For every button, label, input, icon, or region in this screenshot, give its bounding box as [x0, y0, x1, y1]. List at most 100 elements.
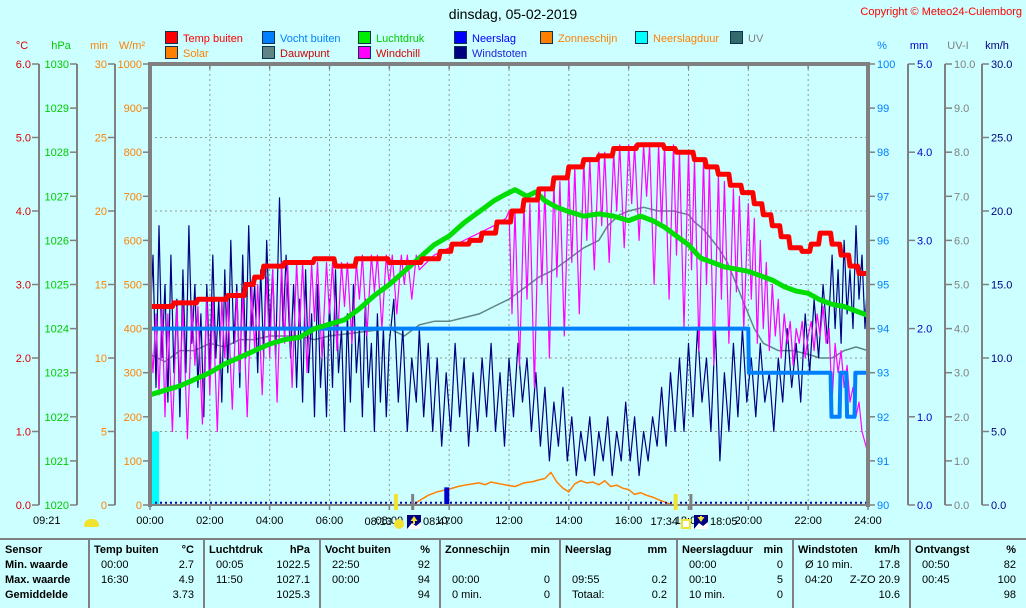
table-header-unit: min: [763, 544, 783, 556]
axis-label: 9.0: [954, 103, 969, 115]
x-axis-label: 06:00: [316, 515, 344, 527]
axis-label: W/m²: [119, 40, 146, 52]
table-cell-value: 10.6: [878, 589, 900, 601]
axis-label: °C: [16, 40, 28, 52]
axis-label: 93: [877, 368, 889, 380]
axis-label: 6.0: [954, 235, 969, 247]
page-title: dinsdag, 05-02-2019: [448, 6, 578, 22]
table-divider: [559, 540, 561, 608]
table-cell-time: 00:50: [922, 559, 950, 571]
table-cell-time: 00:00: [452, 574, 480, 586]
legend-label: Neerslagduur: [653, 33, 720, 45]
axis-label: 3.0: [954, 368, 969, 380]
table-cell-value: 3.73: [172, 589, 194, 601]
series-neerslag-bar: [444, 487, 450, 505]
table-divider: [792, 540, 794, 608]
table-header-unit: %: [1006, 544, 1016, 556]
axis-label: 91: [877, 456, 889, 468]
series-vocht-buiten: [150, 326, 868, 419]
table-cell-value: 92: [417, 559, 430, 571]
legend-label: Vocht buiten: [280, 33, 341, 45]
table-cell-value: 4.9: [178, 574, 194, 586]
legend-item-solar: Solar: [165, 46, 209, 60]
x-axis-label: 20:00: [735, 515, 763, 527]
axis-label: 20.0: [991, 206, 1012, 218]
x-axis-label: 02:00: [196, 515, 224, 527]
dusk-time: 18:05: [710, 516, 738, 528]
axis-label: 1.0: [954, 456, 969, 468]
table-cell-time: 04:20: [805, 574, 833, 586]
legend-swatch-icon: [635, 31, 648, 44]
axis-label: 10: [95, 353, 107, 365]
series-luchtdruk: [149, 187, 869, 398]
table-cell-value: 0: [776, 559, 783, 571]
table-cell-value: 100: [997, 574, 1016, 586]
x-axis-label: 04:00: [256, 515, 284, 527]
sun-icon: [394, 519, 404, 529]
table-cell-value: 1025.3: [276, 589, 310, 601]
table-cell-value: 1027.1: [276, 574, 310, 586]
table-divider: [88, 540, 90, 608]
axis-label: 200: [124, 412, 142, 424]
axis-label: 15: [95, 280, 107, 292]
axis-label: 30.0: [991, 59, 1012, 71]
axis-label: 94: [877, 324, 889, 336]
legend-label: Windchill: [376, 48, 421, 60]
axis-label: 0.0: [16, 500, 31, 512]
table-cell-time: 11:50: [216, 574, 243, 586]
legend-item-windstoten: Windstoten: [454, 46, 527, 60]
table-cell-value: Z-ZO 20.9: [849, 574, 900, 586]
table-cell-time: 00:45: [922, 574, 950, 586]
axis-label: 15.0: [991, 280, 1012, 292]
axis-label: 0.0: [991, 500, 1006, 512]
axis-label: 3.0: [917, 235, 932, 247]
axis-label: 7.0: [954, 191, 969, 203]
table-cell-value: 0.2: [651, 589, 667, 601]
axis-label: 1027: [45, 191, 69, 203]
axis-label: 500: [124, 280, 142, 292]
axis-label: 5.0: [16, 133, 31, 145]
table-divider: [909, 540, 911, 608]
axis-label: %: [877, 40, 887, 52]
table-divider: [439, 540, 441, 608]
x-axis-label: 22:00: [794, 515, 822, 527]
table-cell-value: 17.8: [878, 559, 900, 571]
legend-item-temp-buiten: Temp buiten: [165, 31, 243, 45]
table-cell-time: Totaal:: [572, 589, 605, 601]
axis-label: 1.0: [917, 412, 932, 424]
axis-label: 4.0: [954, 324, 969, 336]
axis-label: hPa: [51, 40, 71, 52]
legend-swatch-icon: [454, 46, 467, 59]
copyright-text: Copyright © Meteo24-Culemborg: [860, 6, 1022, 18]
axis-label: km/h: [985, 40, 1009, 52]
table-cell-value: 98: [1003, 589, 1016, 601]
legend-item-neerslagduur: Neerslagduur: [635, 31, 720, 45]
legend-label: Neerslag: [472, 33, 517, 45]
axis-label: 600: [124, 235, 142, 247]
axis-label: 95: [877, 280, 889, 292]
axis-label: 1020: [45, 500, 69, 512]
axis-label: 98: [877, 147, 889, 159]
axis-label: 25: [95, 133, 107, 145]
legend-swatch-icon: [358, 46, 371, 59]
table-divider: [319, 540, 321, 608]
table-cell-time: 16:30: [101, 574, 129, 586]
series-temp-buiten: [150, 142, 868, 309]
table-cell-time: 00:05: [216, 559, 244, 571]
axis-label: 97: [877, 191, 889, 203]
series-neerslagduur-bar: [151, 431, 160, 505]
axis-label: 100: [124, 456, 142, 468]
table-cell-value: 5: [776, 574, 783, 586]
table-cell-value: 0: [543, 574, 550, 586]
moonrise-time: 09:21: [33, 515, 61, 527]
axis-label: UV-I: [947, 40, 968, 52]
axis-label: 0.0: [917, 500, 932, 512]
axis-label: 1029: [45, 103, 69, 115]
axis-label: 1028: [45, 147, 69, 159]
legend-swatch-icon: [262, 31, 275, 44]
legend-swatch-icon: [262, 46, 275, 59]
legend-label: Luchtdruk: [376, 33, 425, 45]
legend-swatch-icon: [454, 31, 467, 44]
legend-item-dauwpunt: Dauwpunt: [262, 46, 330, 60]
table-cell-time: 00:00: [101, 559, 129, 571]
